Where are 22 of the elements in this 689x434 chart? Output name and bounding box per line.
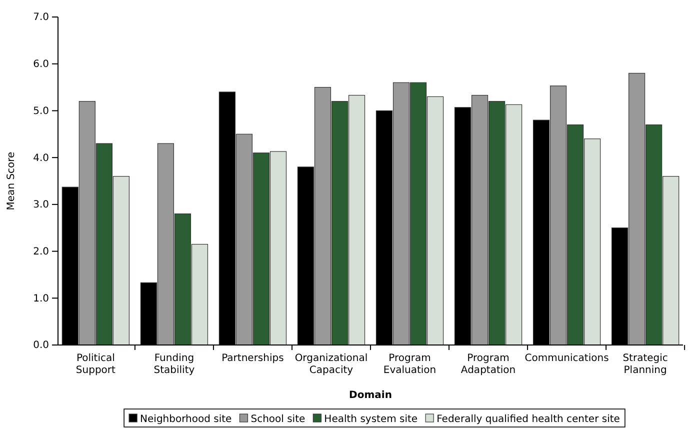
legend-label: Federally qualified health center site — [436, 414, 620, 425]
legend-label: Health system site — [324, 414, 418, 425]
y-tick-label: 7.0 — [33, 12, 49, 24]
y-tick-label: 3.0 — [33, 200, 49, 211]
y-tick-label: 6.0 — [33, 59, 49, 70]
y-tick-label: 2.0 — [33, 246, 49, 258]
y-tick-label: 5.0 — [33, 106, 49, 117]
x-tick-label: Partnerships — [222, 353, 284, 364]
y-tick-label: 1.0 — [33, 293, 49, 304]
y-tick-label: 0.0 — [33, 340, 49, 352]
x-tick-label: Program Adaptation — [460, 353, 516, 376]
y-axis-title: Mean Score — [6, 152, 17, 210]
x-tick-label: Organizational Capacity — [294, 353, 368, 376]
x-tick-label: Program Evaluation — [383, 353, 436, 376]
x-tick-label: Political Support — [76, 353, 116, 376]
x-axis-title: Domain — [349, 390, 392, 401]
legend-label: Neighborhood site — [140, 414, 232, 425]
y-tick-label: 4.0 — [33, 152, 49, 164]
x-tick-label: Strategic Planning — [622, 353, 668, 376]
x-tick-label: Funding Stability — [154, 353, 195, 376]
legend-label: School site — [250, 414, 306, 425]
x-tick-label: Communications — [524, 353, 609, 364]
